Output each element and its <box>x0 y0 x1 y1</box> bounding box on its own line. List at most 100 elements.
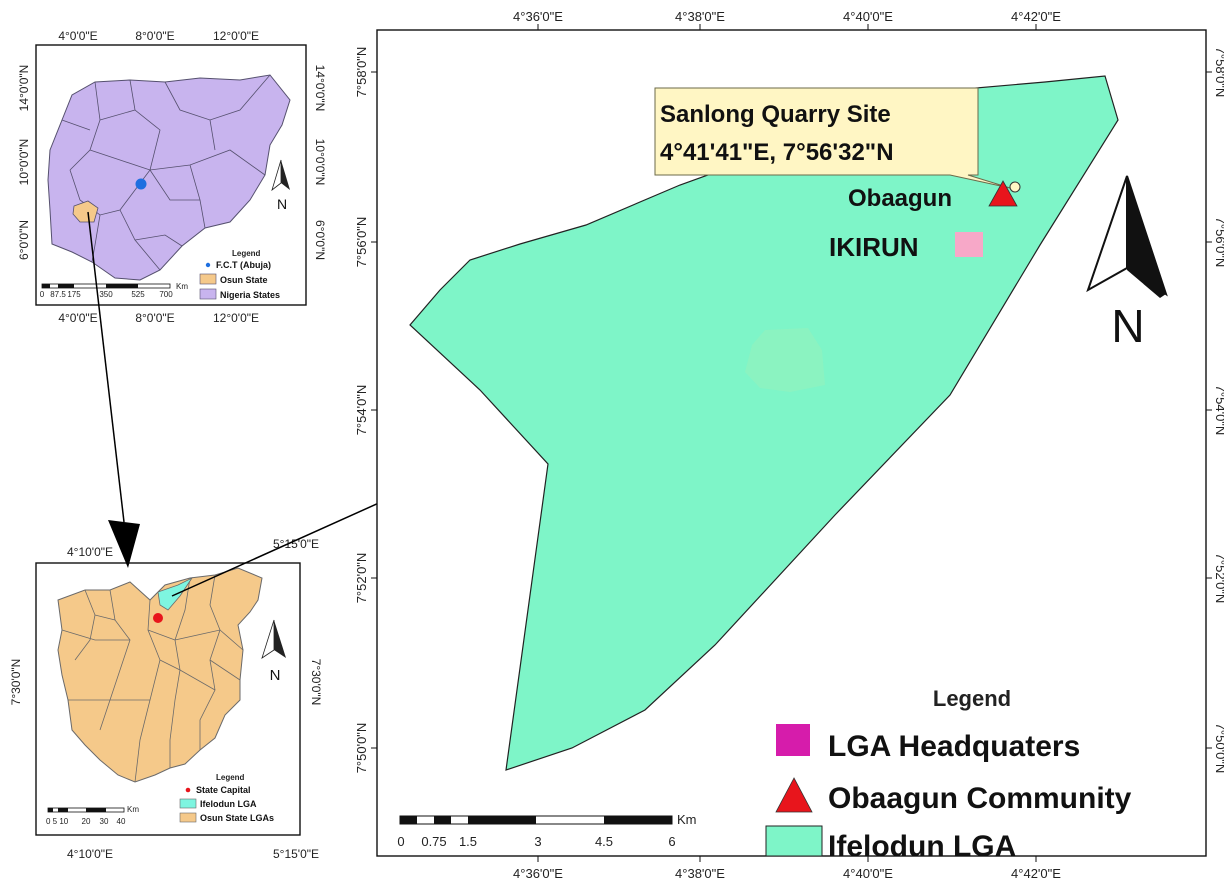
main-y-tick-right: 7°54'0"N <box>1213 385 1224 436</box>
state-capital-marker <box>153 613 163 623</box>
main-legend-item: Obaagun Community <box>828 782 1132 815</box>
nigeria-y-tick-right: 10°0'0"N <box>313 139 327 186</box>
osun-x-tick-top: 4°10'0"E <box>67 545 113 559</box>
nigeria-x-tick-bottom: 4°0'0"E <box>58 311 97 325</box>
nigeria-scale-label: 87.5 <box>50 290 66 299</box>
legend-ifelodun-symbol <box>765 825 823 857</box>
osun-scale-label: 20 <box>82 817 91 826</box>
legend-lga-headquarters-symbol <box>776 724 810 756</box>
main-y-tick-right: 7°52'0"N <box>1213 553 1224 604</box>
nigeria-legend-item: F.C.T (Abuja) <box>216 260 271 270</box>
osun-scale-label: 0 5 10 <box>46 817 69 826</box>
osun-north-label: N <box>270 667 281 684</box>
main-x-tick-top: 4°42'0"E <box>1011 9 1061 24</box>
main-x-tick-bottom: 4°36'0"E <box>513 866 563 881</box>
main-x-tick-top: 4°36'0"E <box>513 9 563 24</box>
arrowhead-down-icon <box>108 520 140 568</box>
nigeria-y-tick-left: 14°0'0"N <box>17 65 31 112</box>
nigeria-state-boundaries <box>61 74 271 271</box>
osun-x-tick-bottom: 5°15'0"E <box>273 847 319 861</box>
main-y-tick-right: 7°58'0"N <box>1213 47 1224 98</box>
legend-nigeria-symbol <box>199 288 217 300</box>
ikirun-label: IKIRUN <box>829 232 919 262</box>
nigeria-scale-label: 0 <box>40 290 45 299</box>
main-map: 4°36'0"E 4°38'0"E 4°40'0"E 4°42'0"E 4°36… <box>354 9 1224 881</box>
main-scale-bar: 0 0.75 1.5 3 4.5 6 Km <box>397 812 696 849</box>
nigeria-north-label: N <box>277 196 287 212</box>
main-legend-item: LGA Headquaters <box>828 730 1080 763</box>
nigeria-scale-label: 350 <box>99 290 113 299</box>
ikirun-marker <box>955 232 983 257</box>
nigeria-y-tick-left: 6°0'0"N <box>17 220 31 260</box>
main-y-tick-left: 7°58'0"N <box>354 47 369 98</box>
nigeria-inset-frame <box>35 44 307 306</box>
osun-x-tick-bottom: 4°10'0"E <box>67 847 113 861</box>
nigeria-scale-label: 525 <box>131 290 145 299</box>
nigeria-x-tick-top: 12°0'0"E <box>213 29 259 43</box>
osun-inset-frame <box>35 562 301 836</box>
main-legend-title: Legend <box>933 686 1011 711</box>
osun-scale-label: 30 <box>100 817 109 826</box>
osun-scale-bar: 0 5 10 20 30 40 Km <box>46 805 139 826</box>
main-north-label: N <box>1111 300 1144 352</box>
quarry-site-callout: Sanlong Quarry Site 4°41'41"E, 7°56'32"N <box>654 87 1011 189</box>
legend-state-capital-symbol <box>185 787 191 793</box>
fct-abuja-marker <box>135 178 147 190</box>
headquarters-patch <box>745 328 825 392</box>
main-y-tick-left: 7°56'0"N <box>354 217 369 268</box>
osun-north-arrow-icon: N <box>261 619 286 684</box>
main-scale-label: 0.75 <box>421 834 446 849</box>
main-x-tick-top: 4°40'0"E <box>843 9 893 24</box>
osun-legend: Legend State Capital Ifelodun LGA Osun S… <box>179 773 274 823</box>
nigeria-legend-item: Osun State <box>220 275 268 285</box>
callout-coordinates: 4°41'41"E, 7°56'32"N <box>660 139 894 166</box>
nigeria-inset: 4°0'0"E 8°0'0"E 12°0'0"E 4°0'0"E 8°0'0"E… <box>17 29 327 325</box>
nigeria-x-tick-bottom: 8°0'0"E <box>135 311 174 325</box>
main-scale-label: 3 <box>534 834 541 849</box>
callout-title: Sanlong Quarry Site <box>660 101 891 128</box>
nigeria-north-arrow-icon: N <box>271 159 290 212</box>
osun-scale-label: 40 <box>117 817 126 826</box>
nigeria-legend-title: Legend <box>232 249 261 258</box>
main-y-tick-left: 7°52'0"N <box>354 553 369 604</box>
nigeria-states-map <box>47 74 291 281</box>
main-map-tick-marks <box>371 24 1212 862</box>
main-scale-label: 6 <box>668 834 675 849</box>
main-x-tick-bottom: 4°38'0"E <box>675 866 725 881</box>
osun-inset: 4°10'0"E 5°15'0"E 4°10'0"E 5°15'0"E 7°30… <box>9 537 323 861</box>
quarry-site-marker <box>1009 181 1021 193</box>
main-x-tick-bottom: 4°42'0"E <box>1011 866 1061 881</box>
nigeria-scale-bar: 0 87.5 175 350 525 700 Km <box>40 282 189 299</box>
main-x-tick-bottom: 4°40'0"E <box>843 866 893 881</box>
nigeria-y-tick-right: 14°0'0"N <box>313 65 327 112</box>
osun-scale-unit: Km <box>127 805 139 814</box>
osun-x-tick-top: 5°15'0"E <box>273 537 319 551</box>
nigeria-y-tick-right: 6°0'0"N <box>313 220 327 260</box>
nigeria-legend-item: Nigeria States <box>220 290 280 300</box>
main-scale-label: 4.5 <box>595 834 613 849</box>
main-y-tick-right: 7°50'0"N <box>1213 723 1224 774</box>
legend-ifelodun-inset-symbol <box>179 798 197 809</box>
legend-osun-lgas-symbol <box>179 812 197 823</box>
main-scale-label: 0 <box>397 834 404 849</box>
main-y-tick-left: 7°54'0"N <box>354 385 369 436</box>
obaagun-community-marker <box>988 180 1018 207</box>
main-scale-label: 1.5 <box>459 834 477 849</box>
nigeria-scale-label: 700 <box>159 290 173 299</box>
osun-y-tick-left: 7°30'0"N <box>9 659 23 706</box>
osun-legend-item: Ifelodun LGA <box>200 799 257 809</box>
main-x-tick-top: 4°38'0"E <box>675 9 725 24</box>
osun-legend-item: State Capital <box>196 785 251 795</box>
osun-lga-boundaries <box>61 574 244 783</box>
legend-obaagun-symbol <box>775 777 813 813</box>
osun-lgas-map <box>57 567 263 783</box>
osun-legend-item: Osun State LGAs <box>200 813 274 823</box>
nigeria-y-tick-left: 10°0'0"N <box>17 139 31 186</box>
osun-legend-title: Legend <box>216 773 245 782</box>
osun-y-tick-right: 7°30'0"N <box>309 659 323 706</box>
osun-state-area <box>72 200 99 223</box>
main-scale-unit: Km <box>677 812 697 827</box>
nigeria-x-tick-top: 4°0'0"E <box>58 29 97 43</box>
main-north-arrow-icon: N <box>1086 175 1168 352</box>
nigeria-scale-unit: Km <box>176 282 188 291</box>
